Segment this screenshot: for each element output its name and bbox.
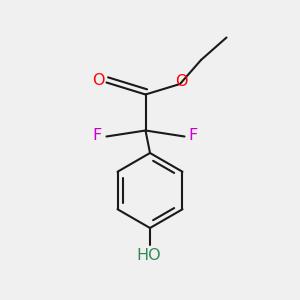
Text: F: F — [189, 128, 198, 143]
Text: HO: HO — [136, 248, 161, 262]
Text: O: O — [175, 74, 188, 88]
Text: F: F — [92, 128, 101, 143]
Text: O: O — [92, 73, 104, 88]
